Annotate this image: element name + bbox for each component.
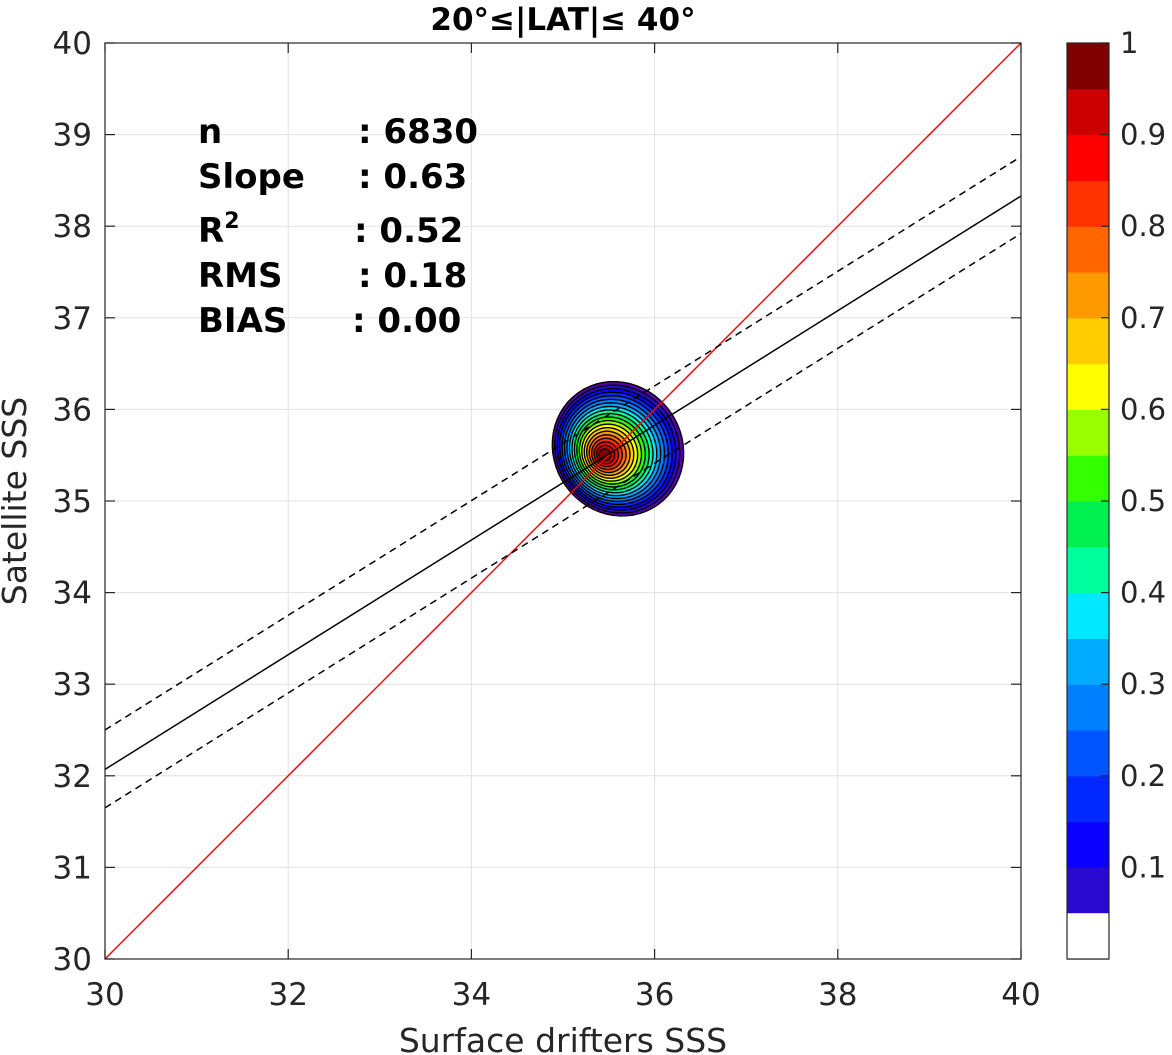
colorbar-segment [1067, 180, 1109, 227]
x-axis-label: Surface drifters SSS [399, 1021, 727, 1055]
y-tick-label: 36 [53, 392, 92, 428]
y-tick-label: 37 [53, 301, 92, 337]
y-tick-label: 34 [53, 576, 92, 612]
y-tick-label: 33 [53, 667, 92, 703]
colorbar-segment [1067, 501, 1109, 548]
identity-line [104, 42, 1022, 960]
colorbar-segment [1067, 88, 1109, 136]
x-tick-label: 34 [452, 977, 491, 1013]
y-tick-label: 40 [53, 26, 92, 62]
fit-lower-line [104, 232, 1022, 809]
colorbar-tick-label: 0.6 [1120, 392, 1166, 426]
colorbar-tick-label: 0.3 [1120, 667, 1166, 701]
stat-label: n [198, 112, 222, 152]
colorbar-tick-label: 0.8 [1120, 209, 1166, 243]
y-tick-label: 30 [53, 942, 92, 978]
colorbar-segment [1067, 775, 1109, 823]
stat-label: BIAS [198, 301, 287, 341]
colorbar-segment [1067, 730, 1109, 777]
colorbar-segment [1067, 317, 1109, 365]
colorbar-tick-label: 0.7 [1120, 301, 1166, 335]
x-tick-label: 38 [818, 977, 857, 1013]
colorbar-segment [1067, 913, 1109, 959]
colorbar-segment [1067, 134, 1109, 181]
y-tick-label: 35 [53, 484, 92, 520]
colorbar-segment [1067, 226, 1109, 273]
colorbar-segment [1067, 867, 1109, 914]
colorbar-segment [1067, 821, 1109, 868]
colorbar: 0.1 0.2 0.3 0.4 0.5 0.6 0.7 0.8 0.9 1 [1066, 26, 1166, 960]
stat-value: : 0.52 [354, 211, 463, 251]
x-tick-label: 40 [1001, 977, 1040, 1013]
colorbar-segment [1067, 684, 1109, 731]
colorbar-tick-label: 1 [1120, 26, 1138, 60]
y-tick-label: 38 [53, 209, 92, 245]
fit-upper-line [104, 155, 1022, 731]
chart-title: 20°≤|LAT|≤ 40° [430, 2, 695, 38]
colorbar-segment [1067, 43, 1109, 90]
colorbar-segment [1067, 363, 1109, 410]
colorbar-segment [1067, 455, 1109, 502]
stat-label: Slope [198, 157, 305, 197]
stat-label: RMS [198, 256, 283, 296]
y-tick-label: 39 [53, 118, 92, 154]
x-tick-label: 30 [85, 977, 124, 1013]
x-tick-label: 32 [268, 977, 307, 1013]
axis-ticks: 30 32 34 36 38 40 30 31 32 33 34 35 36 37 38 39 40 [53, 26, 1041, 1013]
colorbar-segment [1067, 592, 1109, 639]
colorbar-tick-label: 0.2 [1120, 759, 1166, 793]
colorbar-segment [1067, 546, 1109, 594]
colorbar-segment [1067, 272, 1109, 319]
colorbar-tick-label: 0.1 [1120, 850, 1166, 884]
stat-value: : 6830 [358, 112, 478, 152]
colorbar-tick-label: 0.5 [1120, 484, 1166, 518]
fit-line [104, 195, 1022, 771]
stat-label: R2 [198, 209, 240, 251]
y-tick-label: 31 [53, 850, 92, 886]
colorbar-segment [1067, 638, 1109, 685]
colorbar-tick-label: 0.4 [1120, 576, 1166, 610]
stat-value: : 0.00 [352, 301, 461, 341]
x-tick-label: 36 [635, 977, 674, 1013]
stat-value: : 0.18 [358, 256, 467, 296]
regression-lines [104, 42, 1022, 960]
colorbar-tick-label: 0.9 [1120, 118, 1166, 152]
stat-value: : 0.63 [358, 157, 467, 197]
colorbar-segment [1067, 409, 1109, 456]
y-axis-label: Satellite SSS [0, 397, 34, 606]
statistics-box: n : 6830 Slope : 0.63 R2 : 0.52 RMS : 0.18 BIAS:… [198, 112, 478, 341]
y-tick-label: 32 [53, 759, 92, 795]
